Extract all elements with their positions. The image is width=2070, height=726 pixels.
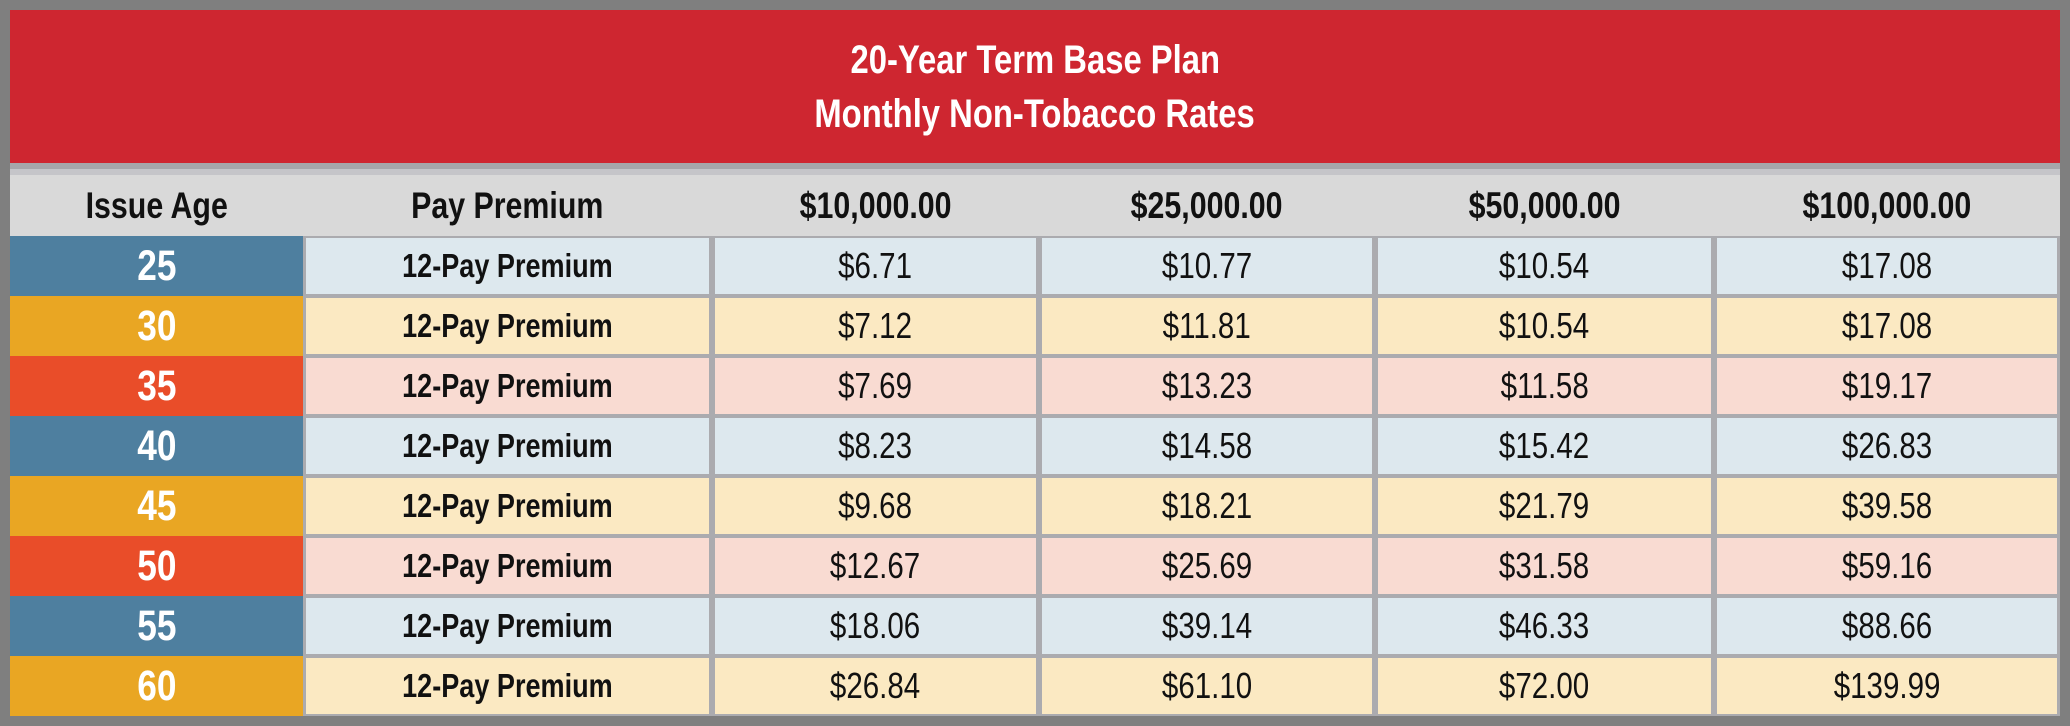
rate-cell: $17.08 (1717, 298, 2057, 354)
rate-cell: $7.69 (715, 358, 1036, 414)
rate-cell: $21.79 (1378, 478, 1711, 534)
table-title-banner: 20-Year Term Base Plan Monthly Non-Tobac… (10, 10, 2060, 163)
rate-cell: $31.58 (1378, 538, 1711, 594)
age-cell-40: 40 (10, 416, 303, 476)
header-pay-premium: Pay Premium (411, 184, 604, 226)
pay-premium-cell: 12-Pay Premium (306, 238, 709, 294)
title-line-1-text: 20-Year Term Base Plan (850, 37, 1220, 82)
pay-premium-cell: 12-Pay Premium (306, 298, 709, 354)
rate-cell: $88.66 (1717, 598, 2057, 654)
rate-cell: $61.10 (1042, 658, 1372, 714)
rate-cell: $39.58 (1717, 478, 2057, 534)
rate-cell: $14.58 (1042, 418, 1372, 474)
separator-light-stripe (10, 169, 2060, 175)
rate-cell: $26.84 (715, 658, 1036, 714)
rate-cell: $15.42 (1378, 418, 1711, 474)
age-cell-35: 35 (10, 356, 303, 416)
rate-cell: $18.06 (715, 598, 1036, 654)
age-cell-25: 25 (10, 236, 303, 296)
rate-cell: $19.17 (1717, 358, 2057, 414)
pay-premium-cell: 12-Pay Premium (306, 598, 709, 654)
age-cell-45: 45 (10, 476, 303, 536)
rate-cell: $10.54 (1378, 238, 1711, 294)
pay-premium-cell: 12-Pay Premium (306, 358, 709, 414)
rate-cell: $11.58 (1378, 358, 1711, 414)
header-face-50000: $50,000.00 (1468, 184, 1621, 226)
age-cell-60: 60 (10, 656, 303, 716)
rate-cell: $12.67 (715, 538, 1036, 594)
rate-cell: $18.21 (1042, 478, 1372, 534)
rate-cell: $46.33 (1378, 598, 1711, 654)
header-face-10000: $10,000.00 (799, 184, 952, 226)
pay-premium-cell: 12-Pay Premium (306, 538, 709, 594)
banner-separator (10, 163, 2060, 175)
header-face-25000: $25,000.00 (1131, 184, 1283, 226)
pay-premium-cell: 12-Pay Premium (306, 418, 709, 474)
title-line-1: 20-Year Term Base Plan (810, 40, 1261, 80)
rate-cell: $13.23 (1042, 358, 1372, 414)
pay-premium-cell: 12-Pay Premium (306, 478, 709, 534)
rate-cell: $7.12 (715, 298, 1036, 354)
separator-dark-stripe (10, 163, 2060, 169)
rate-cell: $39.14 (1042, 598, 1372, 654)
title-line-2-text: Monthly Non-Tobacco Rates (814, 91, 1256, 136)
rate-cell: $26.83 (1717, 418, 2057, 474)
rate-cell: $6.71 (715, 238, 1036, 294)
rate-cell: $10.54 (1378, 298, 1711, 354)
header-issue-age: Issue Age (85, 184, 228, 226)
rate-cell: $10.77 (1042, 238, 1372, 294)
rate-cell: $17.08 (1717, 238, 2057, 294)
rate-cell: $139.99 (1717, 658, 2057, 714)
title-line-2: Monthly Non-Tobacco Rates (766, 94, 1303, 134)
rate-cell: $11.81 (1042, 298, 1372, 354)
rate-cell: $25.69 (1042, 538, 1372, 594)
age-cell-50: 50 (10, 536, 303, 596)
table-header-row: Issue Age Pay Premium $10,000.00 $25,000… (10, 175, 2060, 236)
header-face-100000: $100,000.00 (1802, 184, 1972, 226)
rate-cell: $59.16 (1717, 538, 2057, 594)
pay-premium-cell: 12-Pay Premium (306, 658, 709, 714)
rate-cell: $9.68 (715, 478, 1036, 534)
rate-cell: $8.23 (715, 418, 1036, 474)
table-body: 25 12-Pay Premium $6.71 $10.77 $10.54 $1… (10, 236, 2060, 716)
rate-cell: $72.00 (1378, 658, 1711, 714)
age-cell-30: 30 (10, 296, 303, 356)
age-cell-55: 55 (10, 596, 303, 656)
